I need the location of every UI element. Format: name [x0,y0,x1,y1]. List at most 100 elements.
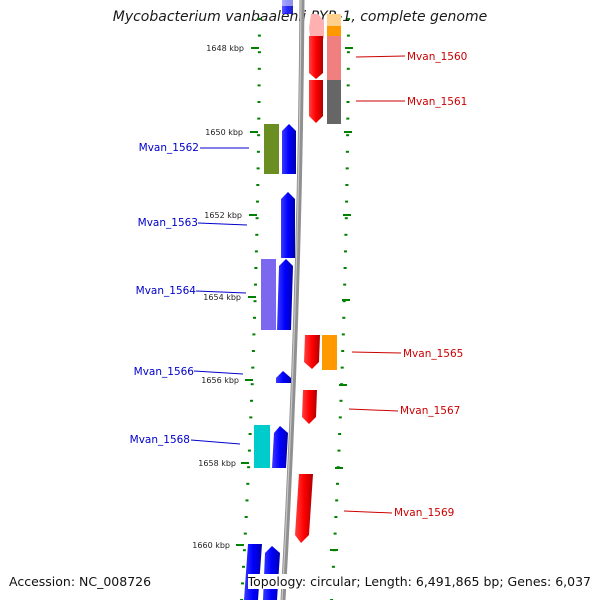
leader-mvan-1563 [197,222,248,226]
minor-tick-right [341,350,345,352]
genome-backbone-highlight [281,0,302,600]
accession-label: Accession: NC_008726 [9,574,152,589]
minor-tick-left [248,433,252,435]
cds-mvan-1564 [277,259,293,330]
minor-tick-right [345,200,349,203]
minor-tick-right [335,499,339,502]
genome-backbone [280,0,305,600]
minor-tick-right [334,516,338,518]
position-label-1654: 1654 kbp [203,293,241,302]
label-mvan-1568: Mvan_1568 [130,434,190,446]
minor-tick-left [250,399,253,402]
minor-tick-left [255,217,259,220]
label-mvan-1569: Mvan_1569 [394,507,454,519]
cds-mvan-1561 [309,80,323,123]
label-mvan-1561: Mvan_1561 [407,96,467,108]
leader-mvan-1567 [348,408,399,412]
minor-tick-left [244,516,248,518]
minor-tick-left [251,350,255,352]
position-label-1648: 1648 kbp [206,44,244,53]
minor-tick-left [245,499,249,502]
minor-tick-left [256,167,260,170]
minor-tick-left [243,532,247,535]
leader-mvan-1569 [343,510,393,514]
cds-mvan-1562 [282,124,296,174]
minor-tick-right [346,134,350,137]
label-mvan-1564: Mvan_1564 [136,285,197,297]
leader-mvan-1566 [193,370,244,375]
minor-tick-right [346,84,350,87]
minor-tick-left [257,134,261,137]
minor-tick-right [345,167,349,170]
minor-tick-left [247,466,251,469]
minor-tick-left [255,233,259,236]
minor-tick-left [258,18,261,20]
minor-tick-right [343,267,347,269]
minor-tick-left [250,383,254,386]
minor-tick-left [252,333,256,336]
position-label-1650: 1650 kbp [205,128,243,137]
leader-mvan-1568 [190,439,241,445]
cog-box-orange-top-fade [327,14,341,26]
minor-tick-right [346,34,350,37]
minor-tick-right [331,565,335,568]
label-mvan-1565: Mvan_1565 [403,348,463,360]
minor-tick-left [257,117,261,120]
minor-tick-left [242,549,246,552]
cog-box-purple [261,259,276,330]
cds-bottom-minus [263,546,280,600]
minor-tick-left [257,84,261,87]
left-tick-track [240,18,261,600]
minor-tick-right [346,67,350,70]
minor-tick-right [346,51,350,54]
leader-mvan-1565 [351,351,402,354]
minor-tick-left [254,283,257,286]
minor-tick-right [343,283,347,286]
cog-box-cyan [254,425,270,468]
minor-tick-right [340,366,344,369]
minor-tick-left [253,300,257,303]
label-mvan-1567: Mvan_1567 [400,405,460,417]
minor-tick-right [339,399,343,402]
minor-tick-right [345,184,349,186]
minor-tick-right [347,18,350,20]
cog-box-bottom-blue [244,544,262,600]
minor-tick-left [247,449,251,452]
minor-tick-left [253,316,256,319]
cds-mvan-1565 [304,335,320,369]
label-mvan-1566: Mvan_1566 [134,366,195,378]
feature-top-partial-shade [282,0,293,6]
minor-tick-right [346,117,350,120]
minor-tick-right [338,433,342,435]
minor-tick-right [341,333,345,336]
minor-tick-right [344,233,348,236]
minor-tick-left [256,184,260,186]
minor-tick-left [256,200,259,203]
cds-mvan-1567 [302,390,317,424]
minor-tick-left [249,416,253,419]
label-mvan-1563: Mvan_1563 [138,217,198,229]
cds-mvan-1563 [281,192,295,258]
minor-tick-right [346,101,350,103]
minor-tick-left [256,150,260,153]
minor-tick-right [344,250,347,253]
position-label-1660: 1660 kbp [192,541,230,550]
position-label-1652: 1652 kbp [204,211,242,220]
minor-tick-right [333,532,337,535]
cog-box-gray [327,80,341,124]
leader-mvan-1560 [355,55,406,58]
cds-mvan-1568 [272,426,288,468]
label-mvan-1560: Mvan_1560 [407,51,467,63]
leader-mvan-1564 [195,290,247,294]
position-label-1656: 1656 kbp [201,376,239,385]
cog-box-pink [327,36,341,80]
minor-tick-left [257,34,261,37]
minor-tick-right [337,449,341,452]
label-mvan-1562: Mvan_1562 [139,142,199,154]
minor-tick-right [336,482,339,485]
minor-tick-right [344,217,348,220]
minor-tick-right [338,416,342,419]
minor-tick-left [257,67,261,70]
minor-tick-left [241,582,244,585]
